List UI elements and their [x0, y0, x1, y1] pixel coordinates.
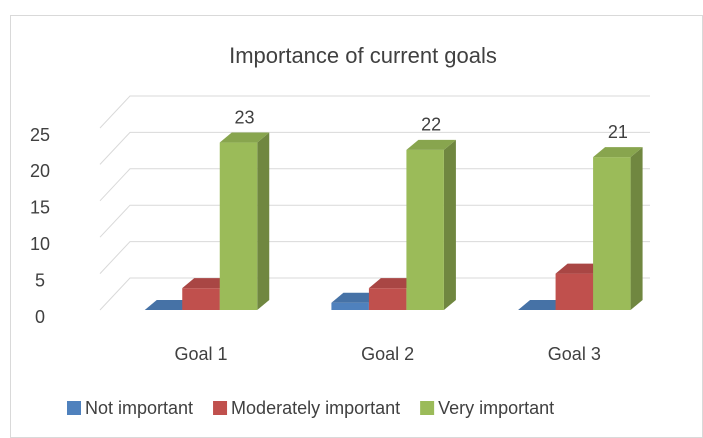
data-label: 23 — [234, 107, 254, 127]
chart-border — [10, 15, 703, 438]
bar-top — [518, 300, 568, 310]
data-label: 22 — [421, 115, 441, 135]
y-tick-label: 5 — [35, 270, 45, 290]
x-tick-label: Goal 2 — [361, 344, 414, 364]
y-tick-label: 0 — [35, 307, 45, 327]
bar-top — [555, 263, 606, 274]
bar-top — [219, 132, 270, 143]
bar — [219, 142, 258, 310]
bar-side — [443, 139, 456, 310]
bar — [593, 157, 631, 310]
legend-swatch — [67, 401, 81, 415]
bar — [555, 273, 594, 310]
bar — [182, 288, 220, 310]
grid-line — [99, 168, 650, 202]
bar — [331, 302, 369, 310]
grid-line — [99, 241, 650, 274]
y-tick-label: 10 — [30, 234, 50, 254]
x-tick-label: Goal 1 — [174, 344, 227, 364]
bar-top — [144, 300, 195, 310]
x-tick-label: Goal 3 — [548, 344, 601, 364]
bar-top — [406, 139, 456, 150]
bar-top — [331, 292, 381, 303]
grid-line — [99, 204, 650, 238]
legend-swatch — [420, 401, 435, 415]
grid-line — [99, 95, 650, 129]
grid-line — [99, 131, 650, 165]
bar-side — [630, 147, 643, 310]
data-label: 21 — [608, 122, 628, 142]
legend-label: Moderately important — [231, 398, 400, 418]
legend-label: Very important — [438, 398, 554, 418]
grid-line — [99, 277, 650, 311]
y-tick-label: 20 — [30, 161, 50, 181]
bar — [406, 149, 444, 310]
chart-title: Importance of current goals — [229, 43, 497, 68]
legend-label: Not important — [85, 398, 193, 418]
legend-swatch — [213, 401, 228, 415]
y-tick-label: 15 — [30, 198, 50, 218]
bar-top — [368, 278, 419, 289]
bar-side — [257, 132, 270, 310]
bar-top — [182, 278, 232, 289]
bar — [368, 288, 407, 310]
y-tick-label: 25 — [30, 125, 50, 145]
bar-top — [593, 147, 643, 158]
